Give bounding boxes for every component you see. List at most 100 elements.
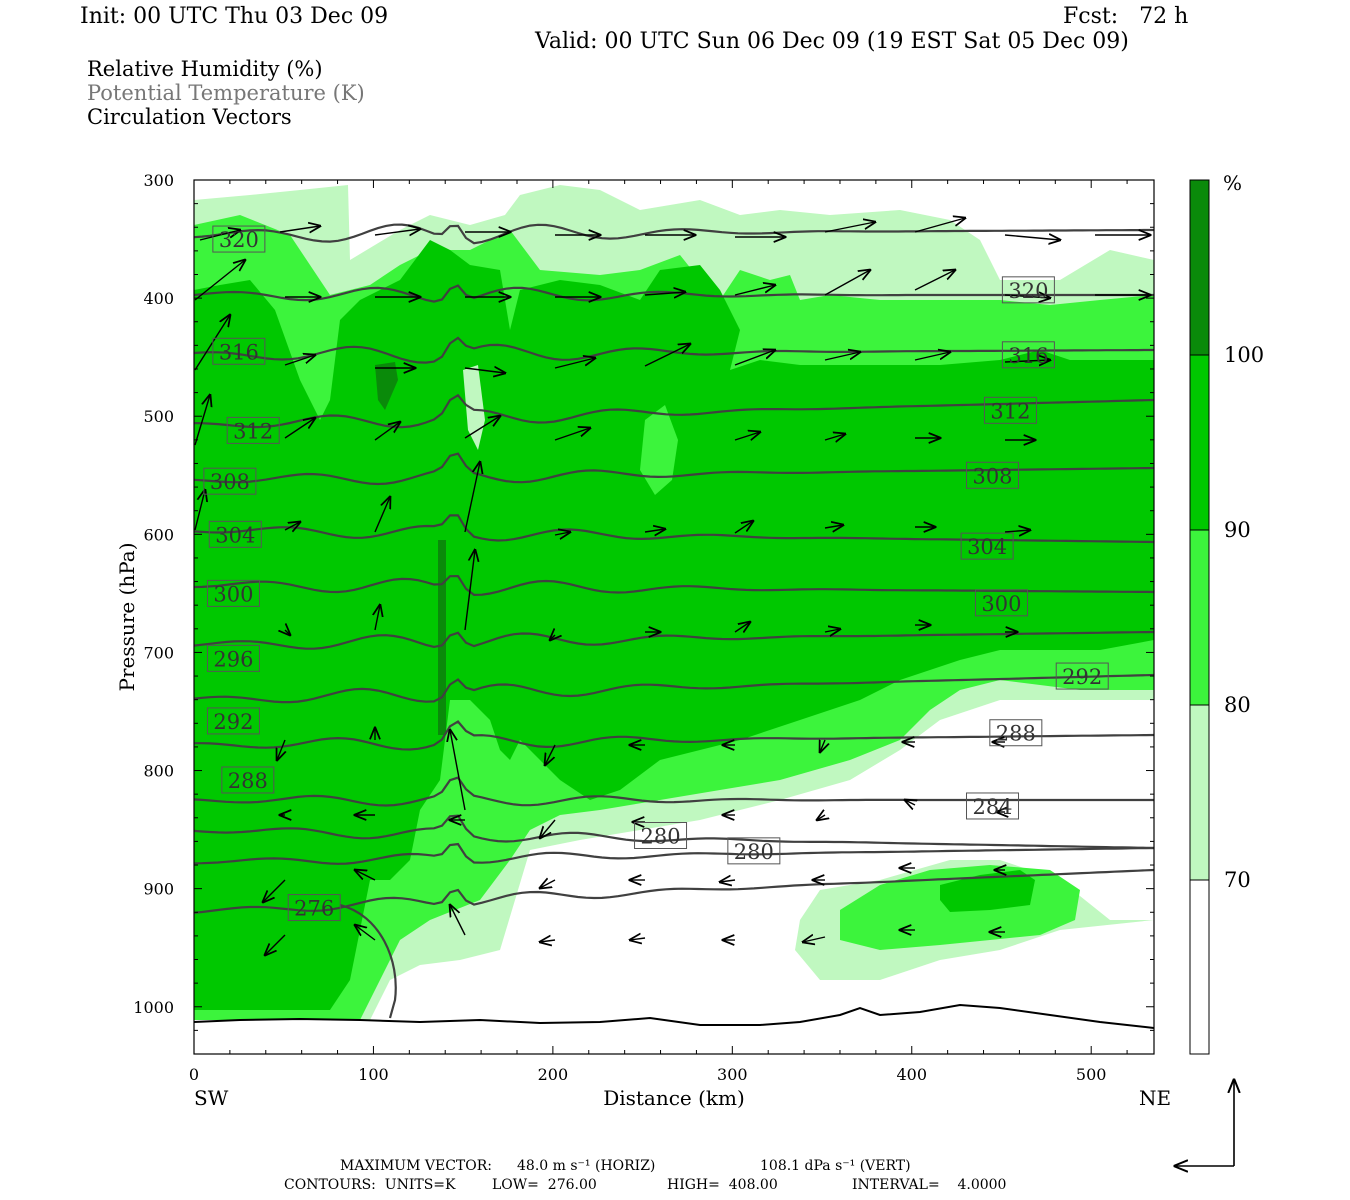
circulation-vector: [263, 879, 286, 902]
y-tick-label: 300: [143, 171, 174, 190]
x-tick-label: 500: [1076, 1065, 1107, 1084]
x-axis-title: Distance (km): [603, 1086, 745, 1110]
y-tick-label: 800: [143, 762, 174, 781]
circulation-vector: [374, 422, 400, 441]
y-tick-label: 700: [143, 643, 174, 662]
circulation-vector: [374, 229, 420, 235]
circulation-vector: [824, 270, 870, 296]
svg-text:276: 276: [294, 897, 334, 921]
circulation-vector: [450, 905, 466, 936]
legend-rh: Relative Humidity (%): [87, 57, 323, 81]
circulation-vector: [464, 416, 500, 439]
circulation-vector: [550, 635, 555, 640]
circulation-vector: [284, 522, 300, 530]
circulation-vector: [540, 880, 556, 888]
forecast-hour: Fcst: 72 h: [1063, 4, 1189, 29]
circulation-vector: [545, 744, 556, 765]
circulation-vector: [554, 532, 570, 535]
rh-fill-100-a: [375, 362, 398, 410]
colorbar-band-100: [1190, 180, 1209, 355]
contour-label: 320: [212, 225, 266, 253]
svg-text:292: 292: [1062, 665, 1102, 689]
circulation-vector: [284, 418, 315, 439]
svg-text:312: 312: [233, 419, 273, 443]
svg-text:292: 292: [213, 710, 253, 734]
theta-contour-line: [339, 903, 397, 1019]
colorbar-band-90: [1190, 355, 1209, 530]
circulation-vector: [450, 730, 466, 811]
y-tick-label: 1000: [133, 998, 174, 1017]
circulation-vector: [914, 218, 965, 233]
rh-fill-100-b: [438, 540, 446, 735]
circulation-vector: [803, 937, 826, 942]
theta-contour-line: [194, 868, 1154, 914]
svg-text:288: 288: [996, 722, 1036, 746]
contour-label: 292: [206, 707, 260, 735]
y-tick-label: 900: [143, 880, 174, 899]
circulation-vector: [464, 550, 475, 631]
circulation-vector: [1004, 360, 1050, 362]
x-tick-label: 200: [538, 1065, 569, 1084]
circulation-vector: [1004, 530, 1030, 532]
colorbar-label-70: 70: [1224, 868, 1251, 892]
x-tick-label: 400: [896, 1065, 927, 1084]
circulation-vector: [734, 432, 760, 440]
circulation-vector: [194, 395, 210, 446]
circulation-vector: [824, 629, 840, 632]
circulation-vector: [285, 630, 290, 635]
svg-text:312: 312: [990, 399, 1030, 423]
circulation-vector: [277, 739, 285, 760]
theta-contour-line: [194, 842, 1154, 865]
circulation-vector: [734, 350, 775, 366]
svg-text:308: 308: [972, 464, 1012, 488]
x-right-direction: NE: [1139, 1086, 1171, 1110]
circulation-vector: [824, 434, 845, 440]
svg-text:280: 280: [734, 840, 774, 864]
circulation-vector: [824, 525, 843, 528]
contour-label: 292: [1055, 662, 1109, 690]
circulation-vector: [199, 230, 240, 241]
x-left-direction: SW: [194, 1086, 229, 1110]
circulation-vector: [374, 497, 390, 533]
contour-label: 300: [974, 589, 1028, 617]
y-axis: 300 400 500 600 700 800 900 1000: [133, 171, 1154, 1055]
circulation-vector: [1004, 235, 1060, 240]
theta-contour-line: [194, 223, 1154, 245]
circulation-vector: [265, 934, 286, 955]
rh-fill-90: [194, 240, 1154, 1010]
footer-contours-interval: INTERVAL= 4.0000: [852, 1177, 1007, 1193]
footer-max-vector-horiz: 48.0 m s⁻¹ (HORIZ): [517, 1158, 656, 1174]
svg-text:280: 280: [640, 825, 680, 849]
reference-vector: [1175, 1080, 1234, 1166]
contour-label: 288: [221, 766, 275, 794]
colorbar-band-white: [1190, 880, 1209, 1054]
colorbar-band-70: [1190, 705, 1209, 880]
contour-label: 312: [226, 416, 280, 444]
contour-label: 280: [727, 837, 781, 865]
footer-max-vector-label: MAXIMUM VECTOR:: [340, 1158, 492, 1174]
svg-text:296: 296: [213, 647, 253, 671]
svg-text:300: 300: [981, 592, 1021, 616]
theta-contour-line: [194, 393, 1154, 429]
circulation-vector: [279, 226, 320, 232]
colorbar-label-100: 100: [1224, 343, 1264, 367]
svg-text:300: 300: [213, 582, 253, 606]
circulation-vector: [375, 605, 380, 631]
theta-contour-line: [194, 452, 1154, 486]
circulation-vector: [734, 622, 750, 632]
circulation-vector: [720, 880, 736, 882]
init-time: Init: 00 UTC Thu 03 Dec 09: [80, 4, 389, 29]
circulation-vector: [905, 800, 915, 805]
circulation-vector: [644, 344, 690, 367]
footer-contours-low: LOW= 276.00: [492, 1177, 597, 1193]
svg-text:316: 316: [219, 340, 259, 364]
x-axis: 0 100 200 300 400 500: [189, 180, 1128, 1084]
colorbar: % 100 90 80 70: [1189, 171, 1264, 1055]
circulation-vector: [540, 819, 556, 838]
contour-label: 316: [1001, 341, 1055, 369]
contour-label: 288: [989, 719, 1043, 747]
circulation-vector: [284, 355, 315, 366]
legend-theta: Potential Temperature (K): [87, 81, 365, 105]
x-tick-label: 300: [717, 1065, 748, 1084]
